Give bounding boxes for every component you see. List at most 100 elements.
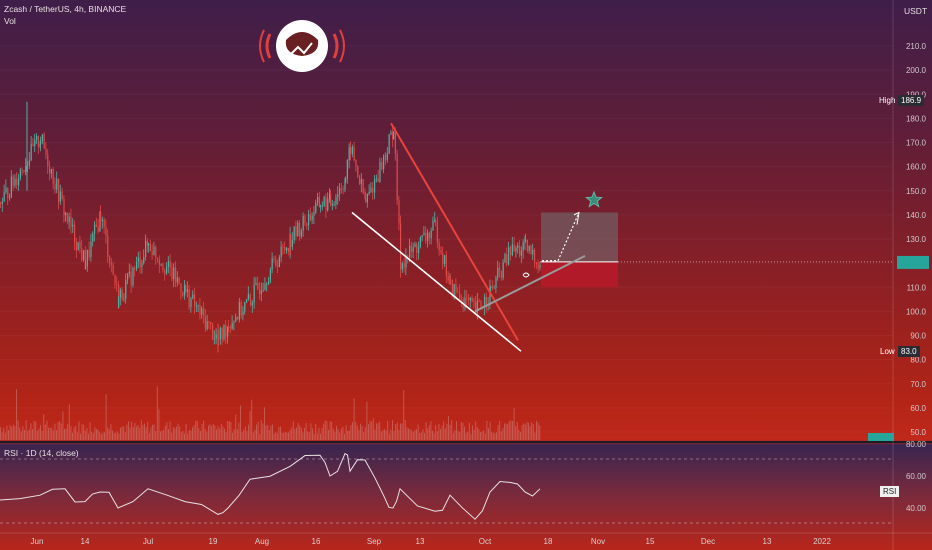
volume-bar — [33, 421, 35, 440]
volume-bar — [195, 420, 197, 440]
candle-body — [5, 187, 7, 193]
price-tick-label: 210.0 — [906, 42, 927, 51]
candle-body — [264, 283, 266, 290]
candle-body — [201, 308, 203, 315]
candle-body — [65, 212, 67, 216]
candle-body — [362, 179, 364, 194]
candle-body — [280, 246, 282, 258]
volume-bar — [283, 432, 285, 440]
volume-bar — [337, 429, 339, 440]
candle-body — [255, 283, 257, 286]
volume-bar — [436, 431, 438, 440]
candle-body — [345, 178, 347, 183]
volume-bar — [448, 415, 449, 440]
candle-body — [508, 247, 510, 265]
candle-body — [520, 250, 522, 256]
candle-body — [215, 334, 217, 339]
volume-bar — [12, 424, 14, 440]
time-axis-label: 13 — [763, 537, 772, 546]
candle-body — [54, 183, 56, 190]
candle-body — [94, 224, 96, 234]
volume-bar — [177, 423, 179, 440]
volume-bar — [62, 411, 64, 440]
candle-body — [442, 253, 444, 265]
candle-body — [218, 338, 220, 340]
candle-body — [149, 243, 151, 252]
candle-body — [291, 240, 293, 247]
volume-bar — [235, 414, 237, 440]
candle-body — [375, 178, 377, 180]
target-zone-box — [541, 212, 618, 262]
candle-body — [468, 297, 470, 301]
volume-bar — [342, 426, 344, 440]
volume-bar — [238, 422, 240, 440]
volume-bar — [446, 423, 448, 440]
candle-body — [351, 146, 353, 155]
volume-bar — [152, 424, 153, 440]
last-price-tag — [897, 255, 929, 269]
volume-bar — [508, 420, 510, 440]
volume-bar — [518, 429, 520, 440]
candle-body — [510, 252, 512, 256]
candle-body — [88, 249, 90, 258]
volume-bar — [56, 430, 57, 440]
candle-body — [99, 211, 101, 232]
volume-bar — [438, 424, 440, 440]
candle-body — [10, 176, 12, 198]
candle-body — [471, 297, 473, 302]
candle-body — [453, 284, 455, 297]
time-axis-label: 13 — [416, 537, 425, 546]
volume-bar — [452, 433, 454, 440]
candle-body — [340, 188, 342, 190]
volume-bar — [260, 420, 262, 440]
volume-bar — [278, 427, 280, 440]
candle-body — [83, 250, 85, 260]
volume-bar — [272, 424, 273, 440]
candle-body — [59, 191, 61, 202]
candle-body — [500, 270, 502, 279]
volume-bar — [316, 433, 318, 440]
volume-bar — [76, 432, 78, 440]
volume-bar — [379, 421, 381, 440]
time-axis-label: Nov — [591, 537, 605, 546]
volume-bar — [192, 427, 193, 440]
price-tick-label: 170.0 — [906, 139, 927, 148]
candle-body — [169, 261, 171, 269]
volume-bar — [248, 424, 249, 440]
candle-body — [377, 178, 379, 182]
volume-bar — [68, 404, 70, 440]
signal-marker — [522, 272, 530, 278]
volume-bar — [99, 432, 101, 440]
candle-body — [77, 242, 79, 251]
volume-bar — [6, 425, 8, 440]
high-value: 186.9 — [898, 95, 925, 106]
volume-bar — [462, 422, 464, 440]
volume-bar — [528, 422, 529, 440]
candle-body — [323, 196, 325, 206]
volume-bar — [254, 429, 256, 440]
volume-bar — [14, 426, 16, 440]
candle-body — [346, 160, 348, 179]
candle-body — [445, 255, 447, 277]
volume-bar — [225, 432, 227, 440]
candle-body — [499, 267, 501, 271]
candle-body — [530, 245, 532, 255]
candles — [0, 125, 541, 346]
candle-body — [28, 160, 30, 166]
candle-body — [79, 242, 81, 249]
candle-body — [313, 212, 315, 216]
volume-bar — [169, 421, 171, 440]
candle-body — [184, 285, 186, 296]
volume-bar — [424, 432, 425, 440]
volume-bar — [364, 427, 366, 440]
symbol-title: Zcash / TetherUS, 4h, BINANCE — [4, 4, 127, 14]
candle-body — [383, 156, 385, 170]
candle-body — [392, 132, 394, 140]
astronaut-logo-icon — [259, 20, 345, 72]
candle-body — [47, 154, 49, 166]
volume-bar — [361, 426, 363, 440]
candle-body — [331, 204, 333, 206]
volume-bar — [465, 432, 467, 440]
candle-body — [460, 297, 462, 300]
